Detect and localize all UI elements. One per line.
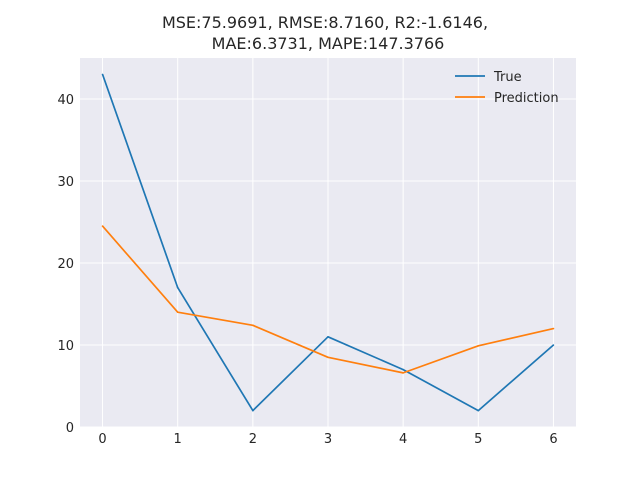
y-tick-label-10: 10 <box>57 339 74 354</box>
x-tick-label-5: 5 <box>474 432 482 447</box>
legend-label-true: True <box>493 70 522 85</box>
x-tick-label-3: 3 <box>324 432 332 447</box>
data-point-true-0 <box>101 73 104 76</box>
y-tick-label-30: 30 <box>57 175 74 190</box>
data-point-true-6 <box>552 344 555 346</box>
data-point-prediction-2 <box>252 324 254 327</box>
data-point-true-3 <box>327 336 329 338</box>
grid-layer <box>80 58 576 428</box>
y-tick-label-0: 0 <box>66 421 74 436</box>
data-point-true-5 <box>477 409 480 412</box>
data-point-prediction-1 <box>176 311 179 314</box>
x-tick-label-2: 2 <box>249 432 257 447</box>
data-point-true-4 <box>402 368 404 371</box>
y-tick-label-40: 40 <box>57 93 74 108</box>
x-tick-label-1: 1 <box>174 432 182 447</box>
x-tick-label-6: 6 <box>549 432 557 447</box>
data-point-prediction-3 <box>327 356 329 359</box>
x-tick-label-0: 0 <box>98 432 106 447</box>
legend-label-prediction: Prediction <box>494 91 559 106</box>
chart-title-line-2: MAE:6.3731, MAPE:147.3766 <box>212 34 445 53</box>
tick-layer: 0 1 2 3 4 5 6 0 10 20 30 40 <box>57 93 557 447</box>
data-point-true-2 <box>252 409 254 412</box>
legend: True Prediction <box>455 70 559 106</box>
data-point-prediction-4 <box>402 372 404 374</box>
y-tick-label-20: 20 <box>57 257 74 272</box>
series-layer <box>101 73 555 412</box>
data-point-prediction-6 <box>552 327 555 330</box>
data-point-true-1 <box>176 286 179 289</box>
data-point-prediction-0 <box>101 225 104 227</box>
data-point-prediction-5 <box>477 345 480 347</box>
x-tick-label-4: 4 <box>399 432 407 447</box>
chart-title-line-1: MSE:75.9691, RMSE:8.7160, R2:-1.6146, <box>162 13 488 32</box>
